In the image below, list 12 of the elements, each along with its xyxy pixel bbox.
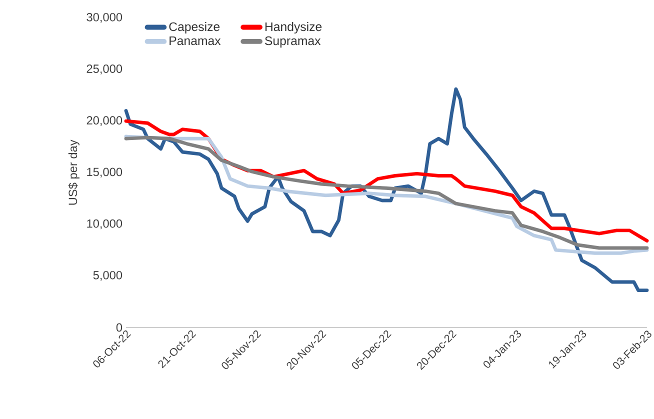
legend-label: Capesize <box>169 22 220 34</box>
y-tick-label: 0 <box>116 323 122 332</box>
legend-label: Handysize <box>265 22 322 34</box>
y-axis-title: US$ per day <box>68 140 80 205</box>
legend-label: Supramax <box>265 36 321 48</box>
y-tick-label: 5,000 <box>93 271 122 281</box>
y-tick-label: 20,000 <box>86 116 122 126</box>
y-tick-label: 15,000 <box>87 168 122 178</box>
y-tick-label: 30,000 <box>86 13 122 23</box>
y-tick-label: 10,000 <box>87 219 122 230</box>
y-tick-label: 25,000 <box>86 64 122 74</box>
legend-label: Panamax <box>170 36 221 46</box>
